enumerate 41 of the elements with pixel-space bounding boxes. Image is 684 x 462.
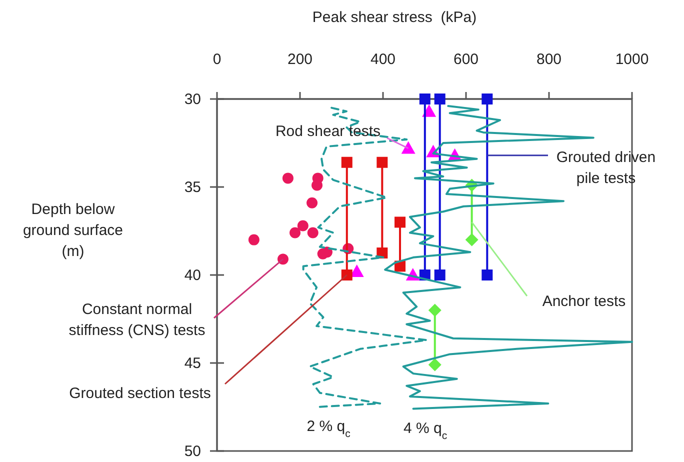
point — [282, 172, 294, 184]
point — [341, 270, 352, 280]
point — [376, 156, 388, 168]
y-tick-label: 40 — [184, 267, 201, 284]
point — [401, 141, 416, 154]
point — [428, 304, 442, 317]
line-series — [302, 106, 428, 408]
y-tick-label: 45 — [184, 355, 201, 372]
point — [394, 216, 406, 228]
point — [306, 197, 318, 208]
point — [465, 233, 478, 246]
x-tick-label: 400 — [370, 51, 396, 68]
x-tick-label: 800 — [536, 51, 562, 68]
x-tick-label: 1000 — [615, 51, 649, 68]
y-axis-title: Depth below ground surface (m) — [22, 201, 124, 260]
x-axis-title: Peak shear stress (kPa) — [312, 9, 477, 26]
x-tick-label: 200 — [287, 51, 313, 68]
point — [341, 156, 352, 168]
series-label: 4 % q$_{c}$ — [403, 420, 448, 442]
point — [482, 270, 493, 280]
point — [482, 94, 493, 104]
point — [248, 234, 260, 246]
annotation: Anchor tests — [542, 293, 626, 310]
point — [428, 358, 442, 372]
x-tick-label: 0 — [212, 51, 222, 68]
y-tick-label: 35 — [184, 179, 201, 196]
annotation: Constant normal stiffness (CNS) tests — [68, 301, 206, 339]
point — [317, 248, 328, 260]
point — [290, 227, 301, 238]
point — [434, 94, 446, 104]
point — [312, 180, 323, 191]
y-tick-label: 30 — [184, 91, 201, 108]
point — [307, 227, 318, 238]
y-tick-label: 50 — [184, 443, 201, 460]
point — [419, 94, 430, 104]
point — [277, 254, 288, 265]
x-tick-label: 600 — [453, 51, 479, 68]
series-label: 2 % q$_{c}$ — [306, 418, 350, 440]
point — [297, 220, 308, 232]
point — [434, 270, 446, 280]
annotation: Grouted section tests — [69, 385, 211, 402]
